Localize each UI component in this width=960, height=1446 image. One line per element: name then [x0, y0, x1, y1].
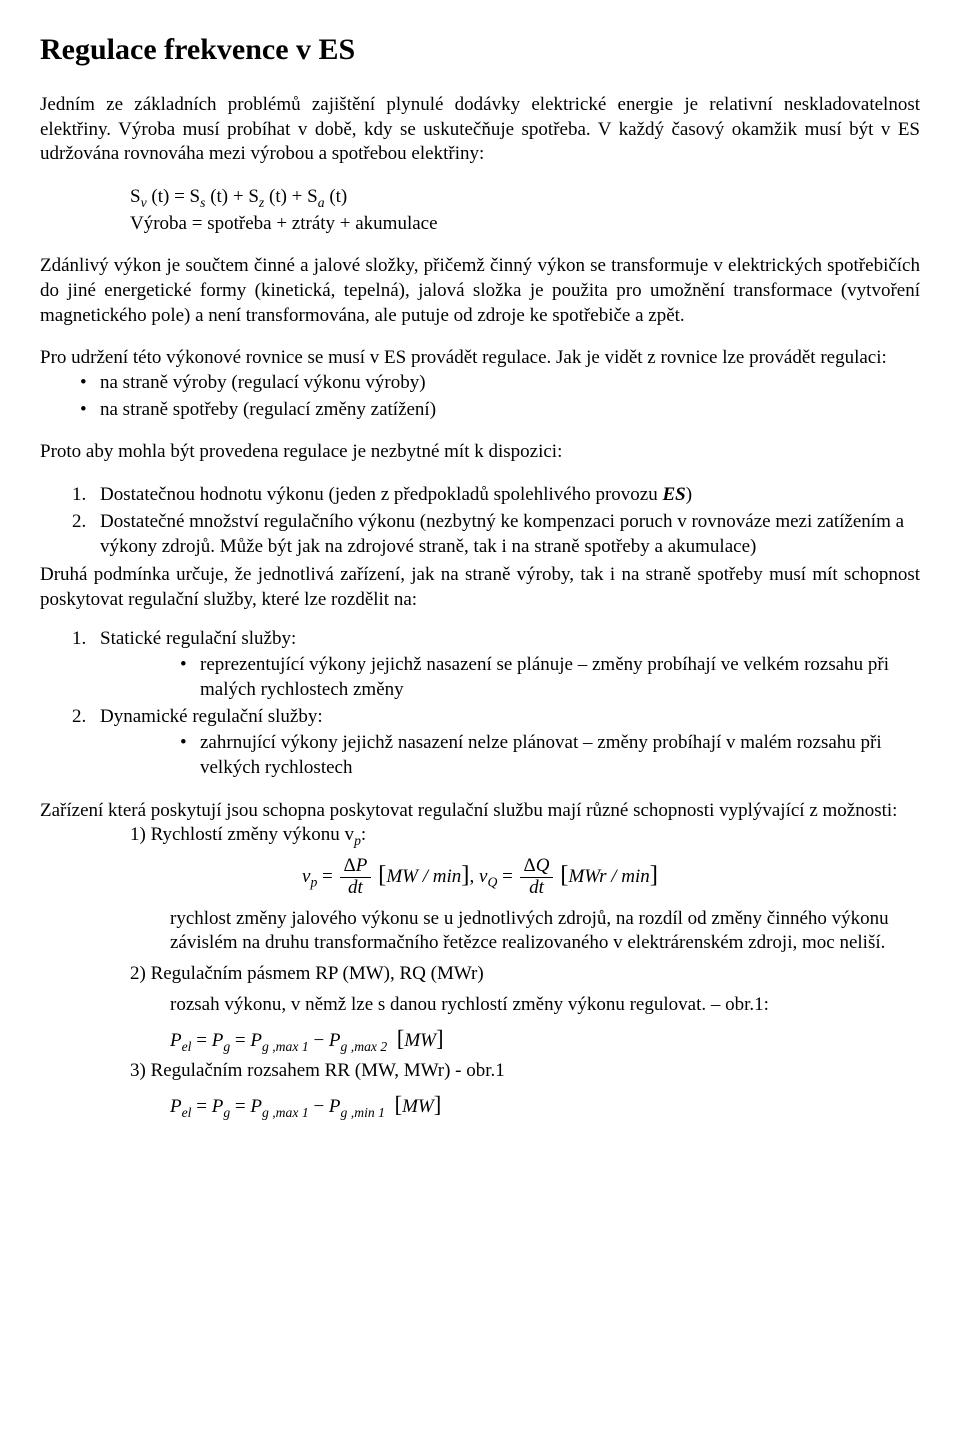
- item-1-body: rychlost změny jalového výkonu se u jedn…: [170, 907, 920, 956]
- paragraph-2: Zdánlivý výkon je součtem činné a jalové…: [40, 254, 920, 328]
- list-item-text: Dostatečnou hodnotu výkonu (jeden z před…: [100, 484, 663, 505]
- list-item-text: Dynamické regulační služby:: [100, 706, 323, 727]
- sub-bullet-list: zahrnující výkony jejichž nasazení nelze…: [100, 731, 920, 780]
- list-item: 2. Dostatečné množství regulačního výkon…: [40, 510, 920, 559]
- list-item-tail: ): [686, 484, 692, 505]
- list-item: zahrnující výkony jejichž nasazení nelze…: [100, 731, 920, 780]
- equation-3: Pel = Pg = Pg ,max 1 − Pg ,max 2 [MW]: [170, 1024, 920, 1056]
- paragraph-5: Druhá podmínka určuje, že jednotlivá zař…: [40, 563, 920, 612]
- item-1-label: 1) Rychlostí změny výkonu vp:: [130, 823, 920, 850]
- list-item-text: zahrnující výkony jejichž nasazení nelze…: [200, 732, 882, 778]
- list-item: reprezentující výkony jejichž nasazení s…: [100, 653, 920, 702]
- page-title: Regulace frekvence v ES: [40, 30, 920, 69]
- paragraph-6: Zařízení která poskytují jsou schopna po…: [40, 799, 920, 824]
- list-item-text: Dostatečné množství regulačního výkonu (…: [100, 511, 904, 557]
- equation-1-line-2: Výroba = spotřeba + ztráty + akumulace: [130, 212, 920, 237]
- document-page: Regulace frekvence v ES Jedním ze základ…: [0, 0, 960, 1155]
- list-item: na straně výroby (regulací výkonu výroby…: [40, 371, 920, 396]
- bullet-list-1: na straně výroby (regulací výkonu výroby…: [40, 371, 920, 422]
- sub-bullet-list: reprezentující výkony jejichž nasazení s…: [100, 653, 920, 702]
- equation-4: Pel = Pg = Pg ,max 1 − Pg ,min 1 [MW]: [170, 1090, 920, 1122]
- equation-block-1: Sv (t) = Ss (t) + Sz (t) + Sa (t) Výroba…: [130, 185, 920, 236]
- item-2-body: rozsah výkonu, v němž lze s danou rychlo…: [170, 993, 920, 1018]
- list-item: 1. Statické regulační služby: reprezentu…: [40, 627, 920, 703]
- item-2-label: 2) Regulačním pásmem RP (MW), RQ (MWr): [130, 962, 920, 987]
- numbered-list-1: 1. Dostatečnou hodnotu výkonu (jeden z p…: [40, 483, 920, 559]
- equation-1-line-1: Sv (t) = Ss (t) + Sz (t) + Sa (t): [130, 185, 920, 212]
- list-item-text: reprezentující výkony jejichž nasazení s…: [200, 654, 889, 700]
- item-3-label: 3) Regulačním rozsahem RR (MW, MWr) - ob…: [130, 1059, 920, 1084]
- list-item-text: na straně výroby (regulací výkonu výroby…: [100, 372, 426, 393]
- es-emphasis: ES: [663, 484, 686, 505]
- list-item-text: na straně spotřeby (regulací změny zatíž…: [100, 399, 436, 420]
- list-item: 1. Dostatečnou hodnotu výkonu (jeden z p…: [40, 483, 920, 508]
- paragraph-3: Pro udržení této výkonové rovnice se mus…: [40, 346, 920, 371]
- numbered-list-2: 1. Statické regulační služby: reprezentu…: [40, 627, 920, 781]
- list-item-text: Statické regulační služby:: [100, 628, 296, 649]
- equation-2: vp = ΔPdt [MW / min], vQ = ΔQdt [MWr / m…: [40, 856, 920, 899]
- paragraph-intro: Jedním ze základních problémů zajištění …: [40, 93, 920, 167]
- list-item: 2. Dynamické regulační služby: zahrnujíc…: [40, 705, 920, 781]
- list-item: na straně spotřeby (regulací změny zatíž…: [40, 398, 920, 423]
- paragraph-4: Proto aby mohla být provedena regulace j…: [40, 440, 920, 465]
